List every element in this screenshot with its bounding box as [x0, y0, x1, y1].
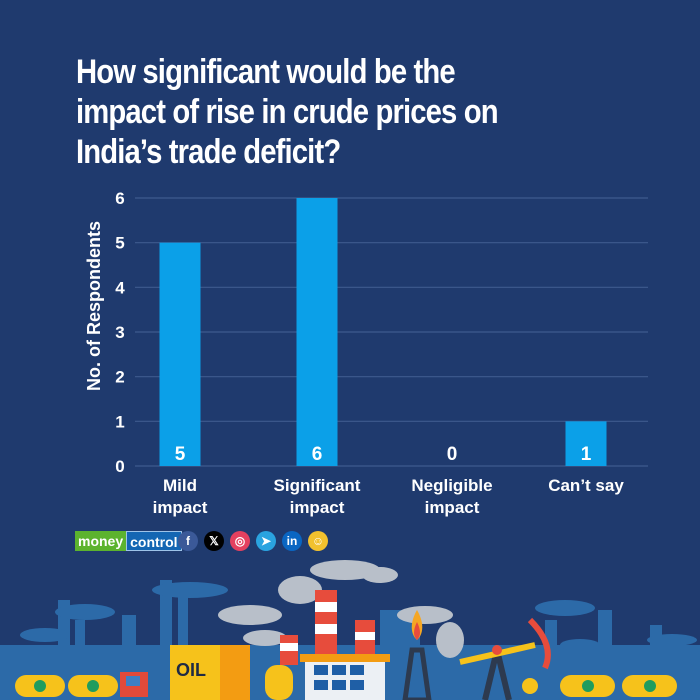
factory-building — [300, 654, 390, 700]
bar — [159, 242, 201, 466]
industrial-skyline-illustration: OIL — [0, 560, 700, 700]
x-icon[interactable]: 𝕏 — [204, 531, 224, 551]
y-tick-label: 3 — [115, 323, 124, 342]
x-tick-label: impact — [290, 498, 345, 517]
y-tick-label: 4 — [115, 278, 125, 297]
data-label: 0 — [447, 444, 458, 465]
x-tick-label: Significant — [274, 476, 361, 495]
bar — [296, 198, 338, 466]
y-tick-labels: 0 1 2 3 4 5 6 — [115, 189, 125, 476]
x-tick-label: Can’t say — [548, 476, 624, 495]
flare-tower — [402, 610, 432, 700]
x-tick-label: Mild — [163, 476, 197, 495]
oil-tank: OIL — [170, 645, 250, 700]
svg-text:OIL: OIL — [176, 660, 206, 680]
x-tick-label: Negligible — [411, 476, 492, 495]
y-axis-title: No. of Respondents — [84, 221, 104, 391]
title-line-2: impact of rise in crude prices on — [76, 93, 499, 131]
title-line-3: India’s trade deficit? — [76, 133, 341, 171]
logo-part-money: money — [75, 531, 127, 551]
facebook-icon[interactable]: f — [178, 531, 198, 551]
telegram-icon[interactable]: ➤ — [256, 531, 276, 551]
data-label: 1 — [581, 444, 592, 465]
bars — [159, 198, 607, 466]
linkedin-icon[interactable]: in — [282, 531, 302, 551]
smoke-clouds — [218, 560, 464, 658]
snapchat-icon[interactable]: ☺ — [308, 531, 328, 551]
y-tick-label: 2 — [115, 368, 124, 387]
bar-chart: 0 1 2 3 4 5 6 No. of Respondents 5 6 0 1 Mild impa… — [84, 189, 648, 517]
oil-pumpjack — [459, 617, 551, 700]
data-label: 5 — [175, 444, 186, 465]
gas-cylinder — [265, 665, 293, 700]
data-label: 6 — [312, 444, 323, 465]
tanker-truck-left — [15, 672, 148, 697]
social-icons: f 𝕏 ◎ ➤ in ☺ — [178, 531, 328, 551]
moneycontrol-logo: money control — [75, 531, 182, 551]
page-title: How significant would be the impact of r… — [76, 52, 592, 172]
gridlines — [135, 197, 648, 467]
y-tick-label: 0 — [115, 457, 124, 476]
x-tick-label: impact — [425, 498, 480, 517]
instagram-icon[interactable]: ◎ — [230, 531, 250, 551]
y-tick-label: 6 — [115, 189, 124, 208]
chimney-stacks — [280, 590, 375, 665]
data-labels: 5 6 0 1 — [175, 444, 592, 465]
tanker-wagons-right — [522, 675, 677, 697]
y-tick-label: 1 — [115, 412, 124, 431]
x-tick-label: impact — [153, 498, 208, 517]
x-tick-labels: Mild impact Significant impact Negligible imp… — [153, 476, 625, 517]
bar — [565, 421, 607, 466]
logo-part-control: control — [126, 531, 182, 551]
title-line-1: How significant would be the — [76, 53, 456, 91]
y-tick-label: 5 — [115, 234, 124, 253]
